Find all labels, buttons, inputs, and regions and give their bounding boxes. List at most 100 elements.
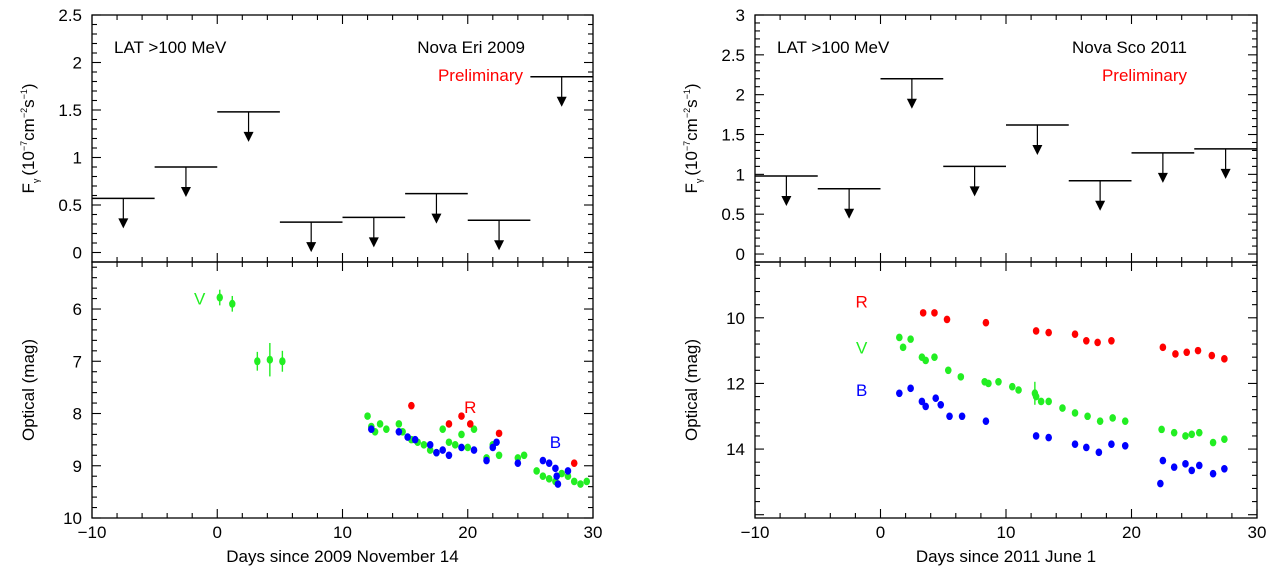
data-point: [279, 357, 286, 366]
data-point: [1170, 428, 1178, 437]
data-point: [1083, 336, 1090, 345]
preliminary-label: Preliminary: [1102, 66, 1188, 85]
data-point: [1159, 343, 1167, 352]
data-point: [364, 412, 371, 420]
nova-title: Nova Eri 2009: [417, 38, 525, 57]
data-point: [445, 438, 453, 447]
series-B: [368, 425, 572, 488]
upper-limit: [755, 175, 818, 206]
data-point: [570, 459, 578, 467]
upper-limit-arrow: [781, 195, 792, 206]
data-point: [1015, 386, 1022, 394]
data-point: [466, 420, 474, 428]
y-label-part: γ: [31, 178, 41, 183]
data-point: [395, 420, 403, 428]
band-label-B: B: [550, 433, 561, 452]
y-tick-label: 10: [726, 309, 745, 328]
data-point: [1037, 397, 1045, 406]
data-point: [1194, 346, 1202, 355]
upper-limit: [1131, 152, 1195, 183]
y-label-part: s: [682, 99, 701, 108]
upper-limit: [279, 221, 343, 253]
data-point: [458, 412, 465, 420]
data-point: [368, 425, 375, 433]
data-point: [1221, 464, 1228, 473]
y-tick-label: 2: [73, 54, 82, 73]
series-R: [408, 401, 578, 467]
upper-limit: [817, 187, 881, 219]
series-R: [919, 309, 1228, 363]
data-point: [216, 293, 223, 302]
data-point: [1208, 351, 1216, 360]
band-label-R: R: [856, 292, 868, 311]
data-point: [985, 379, 992, 388]
data-point: [545, 475, 553, 483]
data-point: [946, 412, 953, 421]
data-point: [931, 353, 938, 361]
data-point: [1032, 327, 1040, 335]
data-point: [1195, 428, 1203, 437]
data-point: [458, 430, 465, 439]
x-tick-label: 20: [1122, 523, 1141, 542]
data-point: [922, 402, 929, 411]
y-label-part: −7: [682, 141, 692, 151]
band-label-V: V: [856, 338, 868, 357]
data-point: [553, 472, 560, 481]
y-label-part: −2: [682, 108, 692, 118]
upper-limit-arrow: [1157, 172, 1168, 183]
upper-limit-arrow: [431, 213, 442, 224]
data-point: [937, 400, 945, 409]
data-point: [1170, 463, 1178, 471]
data-point: [1209, 438, 1217, 447]
data-point: [1095, 448, 1103, 457]
y-tick-label: 3: [736, 6, 745, 25]
top-y-axis-label: Fγ (10−7cm−2s−1): [19, 83, 41, 193]
data-point: [411, 435, 419, 444]
y-label-part: −1: [19, 89, 29, 99]
data-point: [1159, 456, 1167, 465]
y-label-part: (10: [682, 151, 701, 176]
upper-limit: [1068, 179, 1132, 211]
instrument-label: LAT >100 MeV: [777, 38, 890, 57]
y-label-part: γ: [694, 178, 704, 183]
data-point: [254, 357, 261, 366]
data-point: [408, 401, 415, 410]
data-point: [995, 377, 1002, 386]
data-point: [1108, 440, 1115, 448]
upper-limit-arrow: [1220, 168, 1231, 179]
data-point: [1182, 460, 1189, 468]
data-point: [1059, 404, 1066, 412]
data-point: [982, 318, 990, 327]
y-tick-label: 12: [726, 374, 745, 393]
bottom-y-axis-label: Optical (mag): [682, 339, 701, 441]
data-point: [483, 456, 490, 465]
data-point: [1209, 469, 1217, 478]
data-point: [1071, 409, 1079, 417]
data-point: [229, 299, 236, 308]
upper-limit-arrow: [556, 96, 567, 107]
upper-limit-arrow: [1095, 200, 1106, 211]
data-point: [932, 394, 940, 403]
data-point: [495, 451, 503, 460]
data-point: [439, 446, 447, 454]
data-point: [552, 464, 559, 473]
upper-limit: [943, 165, 1006, 197]
upper-limit: [405, 192, 468, 224]
upper-limit-arrow: [844, 208, 855, 219]
upper-limit: [880, 77, 944, 109]
x-tick-label: 10: [997, 523, 1016, 542]
y-tick-label: 0: [736, 245, 745, 264]
data-point: [896, 333, 903, 342]
y-tick-label: 1.5: [721, 126, 745, 145]
data-point: [493, 438, 500, 447]
y-tick-label: 0: [73, 244, 82, 263]
data-point: [1108, 336, 1115, 345]
y-tick-label: 1: [736, 165, 745, 184]
y-label-part: s: [19, 99, 38, 108]
data-point: [1071, 330, 1079, 339]
instrument-label: LAT >100 MeV: [114, 38, 227, 57]
y-label-part: −2: [19, 108, 29, 118]
data-point: [922, 356, 929, 365]
